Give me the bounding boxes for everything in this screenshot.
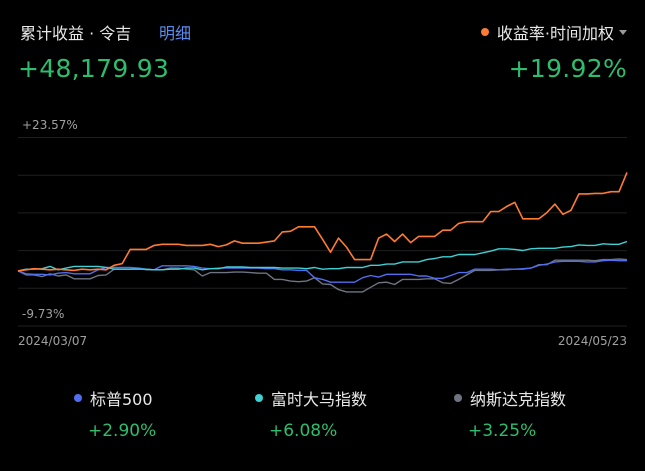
legend-value: +3.25%	[468, 421, 537, 441]
chart-title: 累计收益 · 令吉	[20, 24, 132, 43]
caret-down-icon	[619, 29, 627, 35]
nasdaq-dot-icon	[454, 394, 462, 402]
y-max-label: +23.57%	[22, 118, 78, 132]
mode-dot-icon	[480, 28, 489, 36]
return-mode-selector[interactable]: 收益率·时间加权	[480, 20, 627, 44]
ftse-dot-icon	[255, 394, 263, 402]
legend-value: +6.08%	[269, 421, 338, 441]
return-mode-label: 收益率·时间加权	[496, 24, 614, 43]
legend-name: 富时大马指数	[271, 390, 368, 409]
legend-item-sp500[interactable]: 标普500 +2.90%	[74, 386, 156, 441]
x-end-label: 2024/05/23	[558, 334, 627, 348]
legend-value: +2.90%	[88, 421, 157, 441]
legend-item-ftse-malaysia[interactable]: 富时大马指数 +6.08%	[255, 386, 367, 441]
legend-item-nasdaq[interactable]: 纳斯达克指数 +3.25%	[454, 386, 566, 441]
detail-link[interactable]: 明细	[159, 24, 192, 43]
total-return: +19.92%	[508, 54, 627, 83]
y-min-label: -9.73%	[22, 307, 64, 321]
x-start-label: 2024/03/07	[18, 334, 87, 348]
series-line-0	[17, 172, 628, 272]
total-profit: +48,179.93	[18, 54, 170, 83]
legend-name: 标普500	[90, 390, 153, 409]
legend-name: 纳斯达克指数	[470, 390, 567, 409]
sp500-dot-icon	[74, 394, 82, 402]
series-line-1	[17, 259, 627, 283]
line-chart: +23.57% -9.73% 2024/03/07 2024/05/23	[17, 118, 628, 348]
series-line-2	[17, 240, 628, 272]
series-line-3	[17, 258, 628, 293]
